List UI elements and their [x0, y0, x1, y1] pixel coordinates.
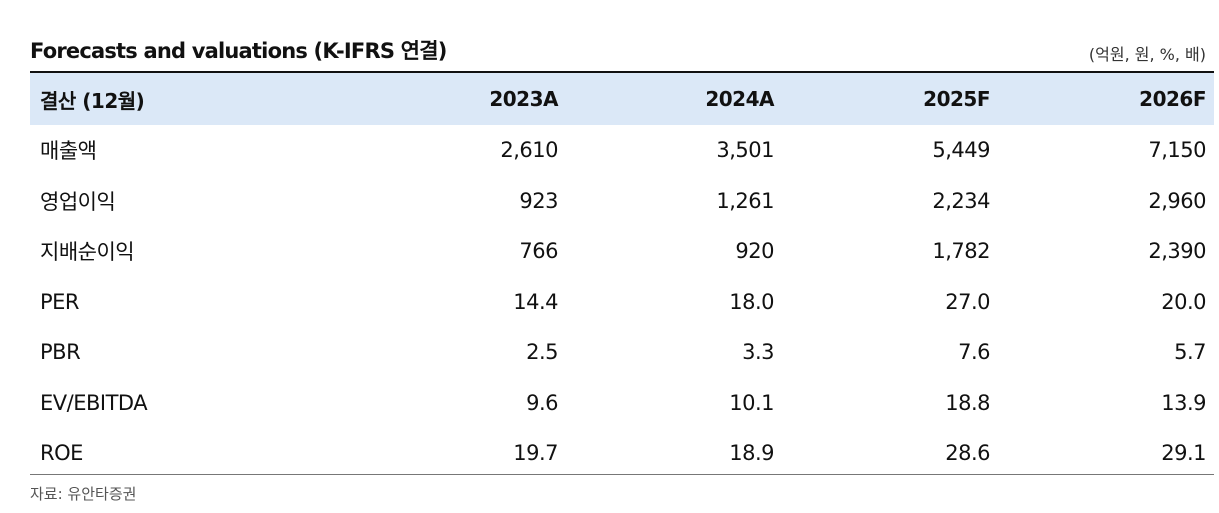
- column-header-2026f: 2026F: [1139, 87, 1206, 111]
- cell-value: 2,234: [932, 188, 990, 213]
- table-title: Forecasts and valuations (K-IFRS 연결): [30, 39, 447, 63]
- forecast-table: 결산 (12월) 2023A 2024A 2025F 2026F 매출액 2,6…: [30, 73, 1214, 479]
- top-rule: [30, 71, 1214, 73]
- table-row: 영업이익 923 1,261 2,234 2,960: [30, 176, 1214, 227]
- cell-value: 1,782: [932, 239, 990, 264]
- row-label: PER: [40, 289, 80, 314]
- cell-value: 14.4: [513, 289, 558, 314]
- cell-value: 13.9: [1161, 390, 1206, 415]
- column-header-fiscal: 결산 (12월): [40, 88, 145, 113]
- table-row: PBR 2.5 3.3 7.6 5.7: [30, 327, 1214, 378]
- row-label: 영업이익: [40, 189, 116, 214]
- cell-value: 3,501: [716, 138, 774, 163]
- row-label: EV/EBITDA: [40, 390, 148, 415]
- cell-value: 18.8: [945, 390, 990, 415]
- column-header-2023a: 2023A: [489, 87, 558, 111]
- row-label: ROE: [40, 441, 83, 466]
- cell-value: 2,390: [1148, 239, 1206, 264]
- table-row: ROE 19.7 18.9 28.6 29.1: [30, 428, 1214, 479]
- cell-value: 27.0: [945, 289, 990, 314]
- table-row: 지배순이익 766 920 1,782 2,390: [30, 226, 1214, 277]
- row-label: PBR: [40, 340, 81, 365]
- cell-value: 1,261: [716, 188, 774, 213]
- cell-value: 2.5: [526, 340, 558, 365]
- source-note: 자료: 유안타증권: [30, 485, 137, 503]
- cell-value: 2,960: [1148, 188, 1206, 213]
- table-header-row: Forecasts and valuations (K-IFRS 연결) (억원…: [30, 30, 1214, 70]
- cell-value: 5,449: [932, 138, 990, 163]
- cell-value: 7.6: [958, 340, 990, 365]
- table-row: 매출액 2,610 3,501 5,449 7,150: [30, 125, 1214, 176]
- cell-value: 29.1: [1161, 441, 1206, 466]
- table-head: 결산 (12월) 2023A 2024A 2025F 2026F: [30, 73, 1214, 125]
- cell-value: 18.9: [729, 441, 774, 466]
- column-header-2024a: 2024A: [705, 87, 774, 111]
- cell-value: 10.1: [729, 390, 774, 415]
- cell-value: 3.3: [742, 340, 774, 365]
- table-row: PER 14.4 18.0 27.0 20.0: [30, 277, 1214, 328]
- column-header-2025f: 2025F: [923, 87, 990, 111]
- cell-value: 7,150: [1148, 138, 1206, 163]
- unit-note: (억원, 원, %, 배): [1088, 45, 1206, 64]
- row-label: 지배순이익: [40, 240, 135, 265]
- bottom-rule: [30, 474, 1214, 475]
- cell-value: 20.0: [1161, 289, 1206, 314]
- cell-value: 923: [519, 188, 558, 213]
- cell-value: 5.7: [1174, 340, 1206, 365]
- cell-value: 19.7: [513, 441, 558, 466]
- cell-value: 920: [735, 239, 774, 264]
- cell-value: 28.6: [945, 441, 990, 466]
- cell-value: 9.6: [526, 390, 558, 415]
- cell-value: 18.0: [729, 289, 774, 314]
- cell-value: 2,610: [500, 138, 558, 163]
- row-label: 매출액: [40, 139, 97, 164]
- cell-value: 766: [519, 239, 558, 264]
- table-row: EV/EBITDA 9.6 10.1 18.8 13.9: [30, 378, 1214, 429]
